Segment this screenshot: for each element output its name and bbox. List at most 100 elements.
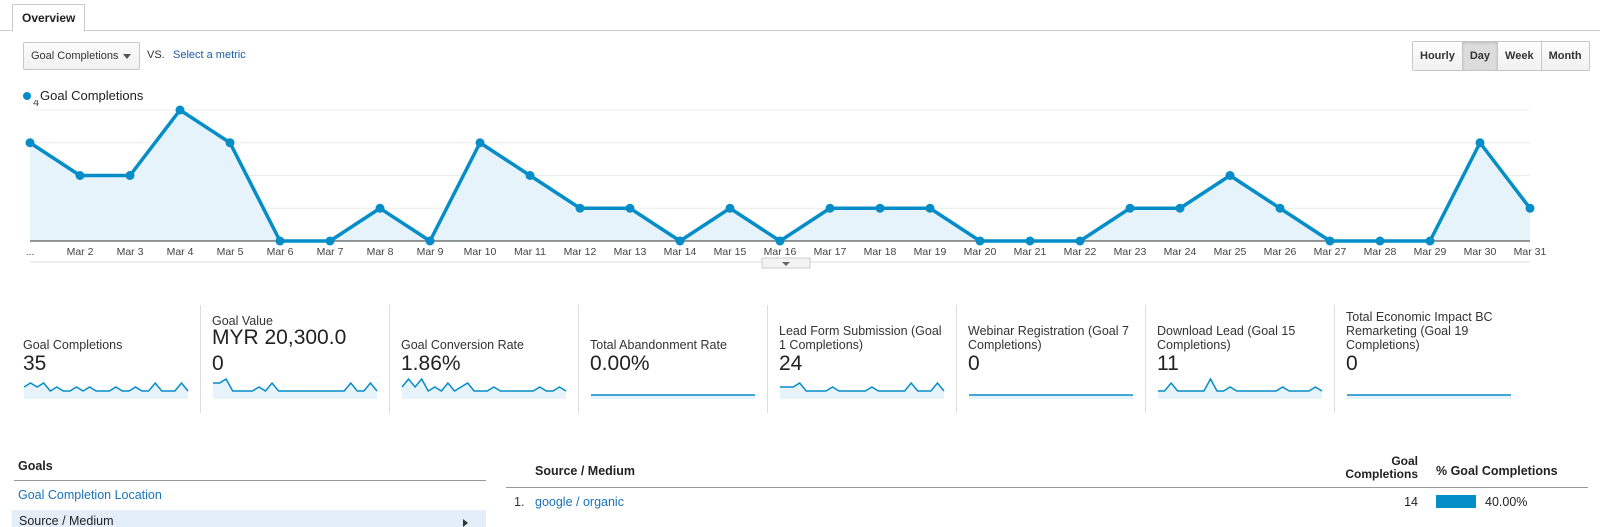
month-button[interactable]: Month bbox=[1541, 42, 1589, 70]
week-button[interactable]: Week bbox=[1498, 42, 1542, 70]
sparkline-area bbox=[1158, 379, 1322, 399]
hourly-button[interactable]: Hourly bbox=[1413, 42, 1463, 70]
x-tick-label: Mar 24 bbox=[1164, 246, 1197, 258]
sparkline-line bbox=[23, 381, 189, 392]
tab-bar: Overview bbox=[0, 0, 1600, 32]
data-point bbox=[625, 203, 635, 213]
column-goal-completions-label: Goal Completions bbox=[1345, 454, 1418, 481]
x-tick-label: Mar 15 bbox=[714, 246, 747, 258]
select-metric-link[interactable]: Select a metric bbox=[173, 49, 246, 61]
x-tick-label: Mar 11 bbox=[514, 246, 546, 258]
scorecard-title: Total Economic Impact BC Remarketing (Go… bbox=[1346, 310, 1493, 352]
scorecard-download-lead[interactable]: Download Lead (Goal 15 Completions) 11 bbox=[1146, 305, 1335, 413]
x-tick-label: Mar 18 bbox=[864, 246, 897, 258]
scorecard-total-abandonment-rate[interactable]: Total Abandonment Rate 0.00% bbox=[579, 305, 768, 413]
scorecard-goal-value[interactable]: Goal Value MYR 20,300.0 0 bbox=[201, 305, 390, 413]
data-point bbox=[1225, 171, 1235, 180]
day-button[interactable]: Day bbox=[1462, 42, 1499, 70]
scorecard-title: Total Abandonment Rate bbox=[590, 338, 727, 352]
x-tick-label: Mar 23 bbox=[1114, 246, 1147, 258]
x-tick-label: Mar 30 bbox=[1464, 246, 1497, 258]
data-point bbox=[725, 203, 735, 213]
x-tick-label: Mar 27 bbox=[1314, 246, 1347, 258]
metric-select[interactable]: Goal Completions bbox=[23, 42, 140, 70]
x-tick-label: Mar 6 bbox=[267, 246, 294, 258]
data-point bbox=[175, 105, 185, 115]
data-point bbox=[75, 171, 85, 180]
sparkline-line bbox=[213, 377, 378, 392]
data-point bbox=[1325, 236, 1335, 246]
scorecard-value: 0.00% bbox=[590, 352, 650, 375]
caret-down-icon bbox=[782, 262, 790, 266]
data-point bbox=[225, 138, 235, 148]
tab-overview[interactable]: Overview bbox=[12, 4, 86, 32]
scorecard-total-economic-impact[interactable]: Total Economic Impact BC Remarketing (Go… bbox=[1335, 305, 1524, 413]
scorecard-value: 24 bbox=[779, 352, 803, 375]
x-tick-label: Mar 17 bbox=[814, 246, 847, 258]
data-point bbox=[425, 236, 435, 246]
chevron-down-icon bbox=[123, 54, 131, 59]
x-tick-label: Mar 12 bbox=[564, 246, 597, 258]
x-tick-label: Mar 20 bbox=[964, 246, 997, 258]
sparkline-area bbox=[591, 395, 755, 399]
sparkline bbox=[591, 394, 755, 399]
scorecard-title: Goal Conversion Rate bbox=[401, 338, 524, 352]
scorecard-lead-form-submission[interactable]: Lead Form Submission (Goal 1 Completions… bbox=[768, 305, 957, 413]
column-source-medium[interactable]: Source / Medium bbox=[535, 464, 636, 478]
column-pct-goal-completions[interactable]: % Goal Completions bbox=[1436, 464, 1558, 478]
y-tick-label: 4 bbox=[33, 100, 39, 109]
legend-label: Goal Completions bbox=[40, 88, 144, 103]
data-point bbox=[25, 138, 35, 148]
data-point bbox=[1025, 236, 1035, 246]
granularity-toggle: Hourly Day Week Month bbox=[1412, 41, 1590, 71]
source-medium-label: Source / Medium bbox=[19, 514, 114, 527]
data-point bbox=[575, 203, 585, 213]
scorecard-title: Webinar Registration (Goal 7 Completions… bbox=[968, 324, 1129, 352]
sparkline bbox=[213, 377, 378, 399]
scorecard-value: 0 bbox=[968, 352, 980, 375]
x-tick-label: Mar 22 bbox=[1064, 246, 1097, 258]
x-tick-label: Mar 19 bbox=[914, 246, 947, 258]
data-point bbox=[1125, 203, 1135, 213]
sparkline-area bbox=[969, 395, 1133, 399]
table-header: Source / Medium Goal Completions % Goal C… bbox=[506, 452, 1588, 488]
sparkline bbox=[780, 381, 945, 399]
source-medium-item[interactable]: Source / Medium bbox=[12, 510, 486, 527]
data-point bbox=[1275, 203, 1285, 213]
chart-legend: Goal Completions bbox=[23, 88, 143, 103]
vs-label: VS. bbox=[147, 49, 165, 61]
goal-completion-location-link[interactable]: Goal Completion Location bbox=[18, 488, 162, 502]
data-point bbox=[1425, 236, 1435, 246]
scorecard-title: Goal Completions bbox=[23, 338, 123, 352]
data-point bbox=[775, 236, 785, 246]
metric-select-label: Goal Completions bbox=[31, 50, 119, 62]
scorecard-title: Goal Value bbox=[212, 314, 273, 328]
scorecard-goal-completions[interactable]: Goal Completions 35 bbox=[12, 305, 201, 413]
x-tick-label: Mar 10 bbox=[464, 246, 497, 258]
data-point bbox=[1475, 138, 1485, 148]
data-point bbox=[475, 138, 485, 148]
scorecard-title: Lead Form Submission (Goal 1 Completions… bbox=[779, 324, 942, 352]
x-tick-label: Mar 21 bbox=[1014, 246, 1047, 258]
scorecard-value: MYR 20,300.0 bbox=[212, 326, 347, 349]
data-point bbox=[1175, 203, 1185, 213]
table-row: 1. google / organic 14 40.00% bbox=[506, 493, 1588, 515]
x-tick-label: Mar 2 bbox=[67, 246, 94, 258]
scorecard-webinar-registration[interactable]: Webinar Registration (Goal 7 Completions… bbox=[957, 305, 1146, 413]
legend-dot-icon bbox=[23, 91, 31, 100]
x-tick-label: Mar 4 bbox=[167, 246, 194, 258]
sparkline-area bbox=[213, 379, 377, 399]
x-tick-label: Mar 16 bbox=[764, 246, 797, 258]
scorecard-value: 0 bbox=[1346, 352, 1358, 375]
x-tick-label: Mar 3 bbox=[117, 246, 144, 258]
x-tick-label: Mar 13 bbox=[614, 246, 647, 258]
sparkline-line bbox=[780, 381, 945, 392]
sparkline bbox=[23, 381, 189, 399]
row-source-link[interactable]: google / organic bbox=[535, 495, 624, 509]
scorecards: Goal Completions 35 Goal Value MYR 20,30… bbox=[12, 305, 1524, 413]
scorecard-value-continued: 0 bbox=[212, 352, 224, 375]
scorecard-goal-conversion-rate[interactable]: Goal Conversion Rate 1.86% bbox=[390, 305, 579, 413]
column-goal-completions[interactable]: Goal Completions bbox=[1306, 455, 1418, 481]
goals-heading: Goals bbox=[14, 459, 486, 481]
